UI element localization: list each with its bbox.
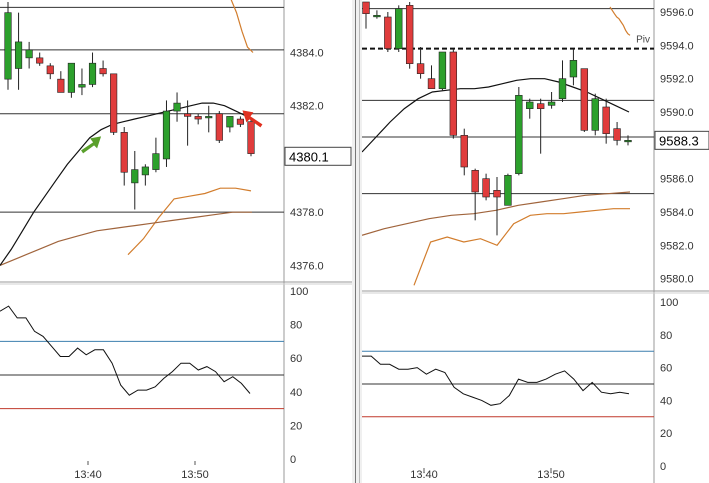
moving-average-line bbox=[362, 78, 630, 153]
bear-candle[interactable] bbox=[184, 113, 192, 117]
oscillator-tick-label: 0 bbox=[660, 461, 666, 473]
price-tick-label: 9582.0 bbox=[660, 240, 694, 252]
price-tick-label: 4376.0 bbox=[290, 260, 324, 272]
price-tick-label: 4384.0 bbox=[290, 48, 324, 60]
bear-candle[interactable] bbox=[215, 113, 223, 141]
oscillator-tick-label: 40 bbox=[660, 395, 672, 407]
price-tick-label: 9592.0 bbox=[660, 74, 694, 86]
bull-candle[interactable] bbox=[558, 78, 567, 99]
bull-candle[interactable] bbox=[591, 98, 599, 131]
current-price-box bbox=[654, 130, 709, 150]
current-price-box bbox=[284, 146, 352, 166]
current-price-label: 9588.3 bbox=[659, 133, 699, 148]
left-chart-svg[interactable]: 4384.0 4382.0 4380.1 4378.0 4376.0 100 80 60 40 2… bbox=[0, 0, 352, 483]
bull-candle[interactable] bbox=[152, 153, 160, 170]
oscillator-tick-label: 60 bbox=[290, 353, 302, 365]
oscillator-tick-label: 20 bbox=[660, 428, 672, 440]
bear-candle[interactable] bbox=[46, 65, 54, 75]
right-chart-pane[interactable]: Piv 9596.0 9594.0 9592.0 9590.0 9588.3 9586.0 9… bbox=[362, 0, 709, 483]
sell-arrow-icon bbox=[242, 110, 263, 128]
bull-candle[interactable] bbox=[226, 116, 234, 128]
time-tick-label: 13:50 bbox=[181, 469, 209, 481]
bear-candle[interactable] bbox=[427, 78, 436, 89]
oscillator-line bbox=[362, 355, 630, 406]
bear-candle[interactable] bbox=[449, 51, 458, 136]
bull-candle[interactable] bbox=[526, 101, 534, 109]
price-tick-label: 4382.0 bbox=[290, 101, 324, 113]
bear-candle[interactable] bbox=[236, 118, 245, 125]
price-tick-label: 9590.0 bbox=[660, 107, 694, 119]
bear-candle[interactable] bbox=[613, 128, 621, 141]
oscillator-tick-label: 20 bbox=[290, 420, 302, 432]
bull-candle[interactable] bbox=[14, 41, 23, 69]
bear-candle[interactable] bbox=[120, 132, 128, 173]
time-tick-label: 13:40 bbox=[410, 469, 438, 481]
bear-candle[interactable] bbox=[57, 78, 65, 93]
lower-band-line bbox=[127, 187, 252, 256]
bull-candle[interactable] bbox=[173, 102, 181, 112]
bear-candle[interactable] bbox=[384, 16, 392, 49]
bull-candle[interactable] bbox=[624, 140, 632, 143]
price-tick-label: 9584.0 bbox=[660, 207, 694, 219]
pivot-label: Piv bbox=[636, 35, 650, 46]
bear-candle[interactable] bbox=[493, 190, 501, 198]
lower-band-line bbox=[413, 208, 630, 286]
buy-arrow-icon bbox=[81, 136, 102, 154]
right-chart-svg[interactable]: Piv 9596.0 9594.0 9592.0 9590.0 9588.3 9586.0 9… bbox=[362, 0, 709, 483]
bull-candle[interactable] bbox=[4, 12, 12, 80]
price-tick-label: 9594.0 bbox=[660, 40, 694, 52]
upper-band-line bbox=[609, 6, 631, 36]
left-chart-pane[interactable]: 4384.0 4382.0 4380.1 4378.0 4376.0 100 80 60 40 2… bbox=[0, 0, 352, 483]
current-price-label: 4380.1 bbox=[289, 149, 329, 164]
lower-band-2-line bbox=[362, 191, 631, 236]
oscillator-line bbox=[0, 305, 251, 396]
bull-candle[interactable] bbox=[131, 169, 139, 184]
bull-candle[interactable] bbox=[162, 110, 171, 160]
bull-candle[interactable] bbox=[504, 175, 512, 206]
price-tick-label: 9596.0 bbox=[660, 7, 694, 19]
bear-candle[interactable] bbox=[99, 68, 107, 75]
oscillator-tick-label: 0 bbox=[290, 454, 296, 466]
oscillator-tick-label: 80 bbox=[290, 320, 302, 332]
bear-candle[interactable] bbox=[405, 5, 414, 64]
bear-candle[interactable] bbox=[194, 116, 202, 120]
bull-candle[interactable] bbox=[515, 95, 523, 174]
price-tick-label: 9586.0 bbox=[660, 174, 694, 186]
oscillator-tick-label: 100 bbox=[290, 286, 308, 298]
bear-candle[interactable] bbox=[416, 63, 425, 74]
bear-candle[interactable] bbox=[471, 170, 479, 193]
price-tick-label: 4378.0 bbox=[290, 207, 324, 219]
lower-band-2-line bbox=[0, 211, 252, 266]
bull-candle[interactable] bbox=[569, 60, 578, 78]
oscillator-tick-label: 60 bbox=[660, 363, 672, 375]
bear-candle[interactable] bbox=[36, 57, 44, 64]
bear-candle[interactable] bbox=[482, 178, 490, 198]
bear-candle[interactable] bbox=[247, 121, 255, 154]
pane-divider[interactable] bbox=[352, 0, 362, 483]
bull-candle[interactable] bbox=[141, 166, 149, 176]
time-tick-label: 13:40 bbox=[74, 469, 102, 481]
bull-candle[interactable] bbox=[395, 8, 403, 49]
time-tick-label: 13:50 bbox=[537, 469, 565, 481]
oscillator-tick-label: 100 bbox=[660, 297, 678, 309]
moving-average-line bbox=[0, 102, 248, 266]
bull-candle[interactable] bbox=[205, 116, 213, 119]
bear-candle[interactable] bbox=[460, 135, 468, 168]
bear-candle[interactable] bbox=[362, 1, 370, 14]
oscillator-tick-label: 40 bbox=[290, 387, 302, 399]
bear-candle[interactable] bbox=[580, 68, 589, 131]
bull-candle[interactable] bbox=[25, 49, 33, 59]
bull-candle[interactable] bbox=[438, 51, 447, 89]
bull-candle[interactable] bbox=[373, 15, 381, 18]
bull-candle[interactable] bbox=[67, 62, 75, 93]
bull-candle[interactable] bbox=[78, 84, 86, 88]
bear-candle[interactable] bbox=[536, 103, 545, 109]
price-tick-label: 9580.0 bbox=[660, 274, 694, 286]
upper-band-line bbox=[230, 0, 254, 53]
bear-candle[interactable] bbox=[602, 106, 610, 134]
bull-candle[interactable] bbox=[547, 101, 556, 106]
oscillator-tick-label: 80 bbox=[660, 330, 672, 342]
bear-candle[interactable] bbox=[110, 73, 118, 133]
bull-candle[interactable] bbox=[88, 62, 97, 85]
